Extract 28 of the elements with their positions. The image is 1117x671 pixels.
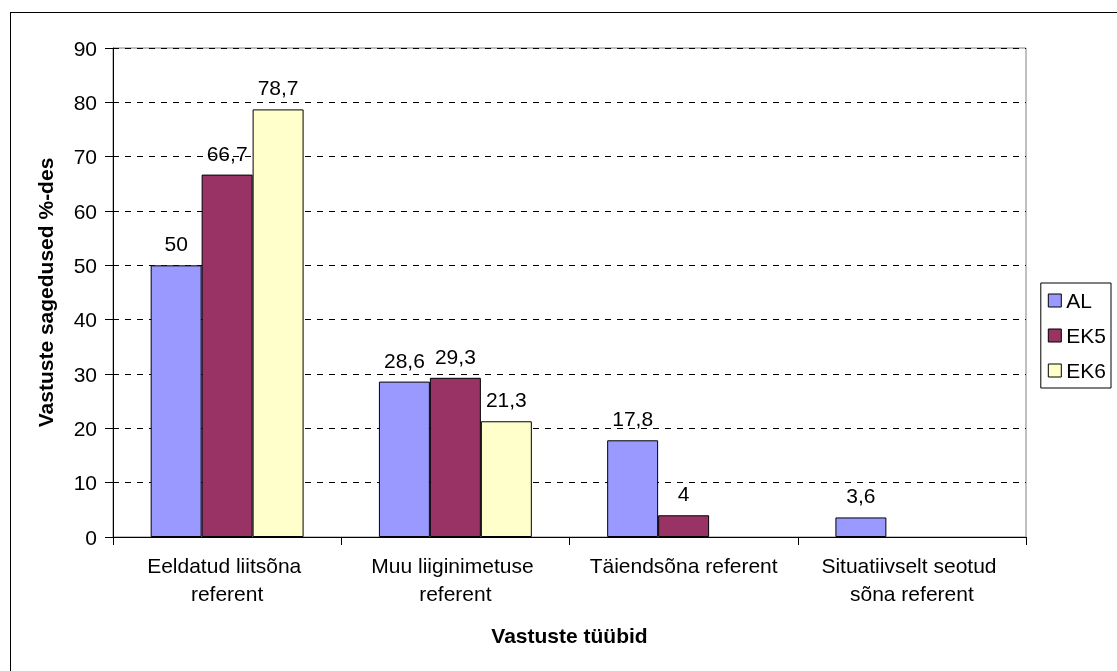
x-tick-label: Muu liiginimetuse referent	[371, 553, 540, 605]
y-tick-label: 20	[73, 416, 97, 440]
data-label: 3,6	[846, 484, 876, 508]
x-axis-title: Vastuste tüübid	[491, 624, 648, 647]
data-label: 17,8	[612, 407, 654, 431]
data-label: 21,3	[485, 388, 527, 412]
data-label: 4	[677, 482, 690, 506]
data-label: 29,3	[434, 344, 476, 368]
y-tick-label: 50	[73, 253, 97, 277]
y-axis-title: Vastuste sagedused %-des	[34, 157, 57, 428]
data-label: 50	[164, 232, 188, 256]
y-tick-label: 10	[73, 471, 97, 495]
data-label: 66,7	[206, 141, 248, 165]
x-tick-label: Täiendsõna referent	[589, 553, 778, 577]
y-tick-label: 90	[73, 36, 97, 60]
y-tick-label: 70	[73, 145, 97, 169]
legend-label: EK6	[1066, 359, 1107, 382]
data-label: 78,7	[257, 76, 299, 100]
legend-label: AL	[1066, 289, 1092, 312]
y-tick-label: 40	[73, 308, 97, 332]
y-tick-label: 30	[73, 362, 97, 386]
y-tick-label: 0	[85, 525, 97, 549]
y-tick-label: 80	[73, 90, 97, 114]
legend-label: EK5	[1066, 324, 1107, 347]
x-tick-label: Eeldatud liitsõna referent	[147, 553, 308, 605]
x-tick-label: Situatiivselt seotud sõna referent	[821, 553, 1003, 605]
y-tick-label: 60	[73, 199, 97, 223]
data-label: 28,6	[383, 348, 425, 372]
